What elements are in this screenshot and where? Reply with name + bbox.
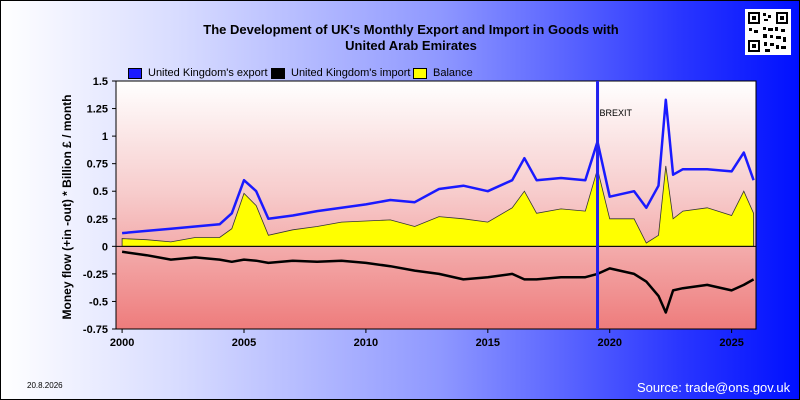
legend-label-import: United Kingdom's import (291, 67, 411, 79)
legend-item-import: United Kingdom's import (271, 67, 411, 79)
chart-title-line-2: United Arab Emirates (345, 38, 477, 53)
qr-code-icon[interactable] (745, 9, 791, 60)
y-tick-label: 1.5 (93, 76, 108, 88)
legend-swatch-balance (413, 67, 427, 79)
y-tick-label: 1 (102, 131, 108, 143)
y-tick-label: 1.25 (87, 104, 108, 116)
date-stamp: 20.8.2026 (27, 381, 63, 390)
x-tick-label: 2010 (354, 337, 378, 349)
x-tick-label: 2020 (597, 337, 621, 349)
x-tick-label: 2015 (476, 337, 500, 349)
x-tick-label: 2005 (232, 337, 256, 349)
x-tick-label: 2025 (719, 337, 743, 349)
legend-swatch-export (128, 67, 142, 79)
source-credit: Source: trade@ons.gov.uk (637, 380, 791, 395)
series-area-balance (121, 165, 754, 247)
x-tick-label: 2000 (110, 337, 134, 349)
plot-area (115, 80, 757, 330)
legend-swatch-import (271, 67, 285, 79)
y-tick-label: 0.25 (87, 214, 108, 226)
y-tick-label: -0.5 (89, 296, 108, 308)
legend-item-balance: Balance (413, 67, 473, 79)
legend-item-export: United Kingdom's export (128, 67, 268, 79)
y-tick-label: 0.75 (87, 159, 108, 171)
series-line-export (121, 98, 755, 235)
y-tick-label: 0 (102, 241, 108, 253)
legend-label-balance: Balance (433, 67, 473, 79)
brexit-label: BREXIT (600, 108, 633, 118)
chart-title-line-1: The Development of UK's Monthly Export a… (203, 22, 619, 37)
y-tick-label: 0.5 (93, 186, 108, 198)
y-axis-label: Money flow (+in -out) * Billion £ / mont… (60, 94, 74, 320)
series-line-import (121, 250, 755, 314)
y-tick-label: -0.25 (83, 269, 108, 281)
y-tick-label: -0.75 (83, 324, 108, 336)
legend-label-export: United Kingdom's export (148, 67, 268, 79)
